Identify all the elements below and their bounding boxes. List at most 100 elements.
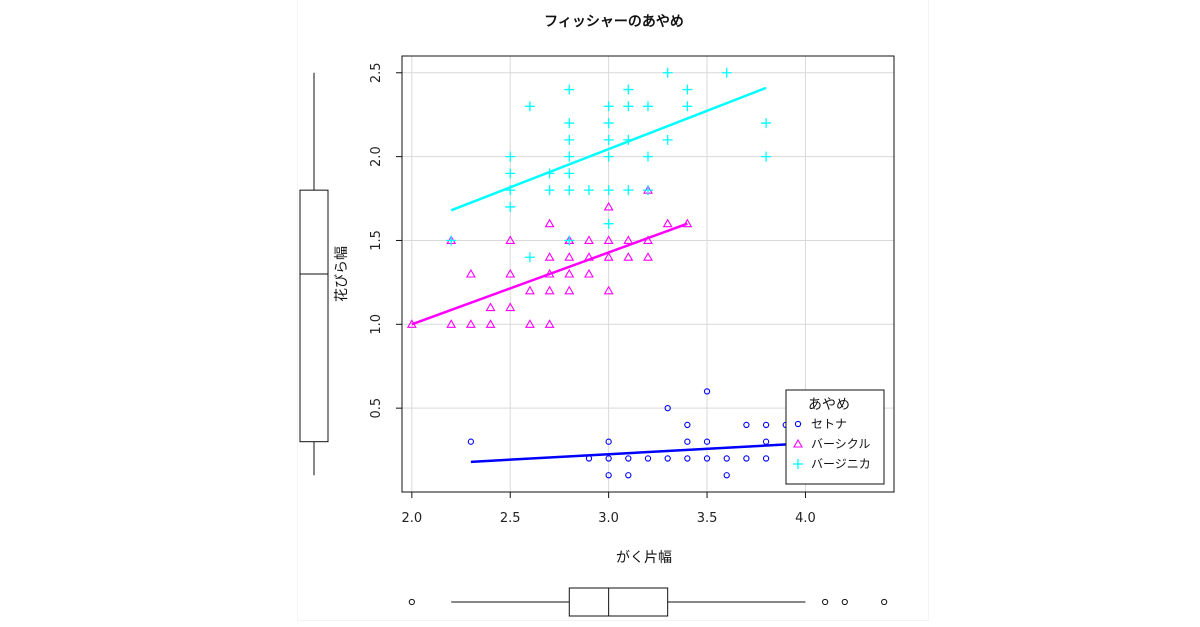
data-point [703, 455, 711, 462]
data-point [605, 438, 612, 445]
regression-line [450, 86, 767, 212]
x-tick-label: 2.0 [401, 511, 422, 526]
data-point [524, 285, 535, 295]
data-point [682, 101, 693, 112]
data-point [623, 252, 634, 261]
data-point [544, 252, 555, 261]
data-point [406, 319, 417, 328]
data-point [723, 455, 730, 462]
data-point [664, 455, 671, 462]
data-point [505, 302, 516, 312]
data-point [524, 252, 535, 263]
data-point [524, 319, 535, 328]
data-point [564, 151, 575, 162]
data-point [485, 319, 496, 328]
data-point [485, 302, 496, 312]
data-point [603, 101, 614, 112]
y-tick-label: 2.5 [369, 62, 384, 83]
data-point [664, 405, 671, 412]
x-tick-label: 4.0 [795, 511, 816, 526]
legend-entry: セトナ [811, 417, 847, 431]
data-point [643, 185, 653, 196]
legend-marker [793, 438, 803, 448]
data-point [505, 268, 516, 278]
data-point [623, 235, 634, 245]
data-point [743, 421, 750, 429]
data-point [662, 67, 673, 78]
data-point [603, 134, 614, 145]
data-point [505, 151, 516, 162]
x-tick-label: 3.0 [598, 511, 619, 526]
data-point [524, 101, 535, 112]
data-point [564, 84, 575, 95]
data-point [643, 151, 653, 162]
data-point [446, 319, 457, 328]
data-point [644, 455, 652, 462]
data-point [583, 185, 594, 196]
legend-entry: バージニカ [811, 457, 871, 471]
data-point [564, 168, 575, 179]
data-point [605, 472, 612, 479]
data-point [585, 455, 593, 462]
x-boxplot-outlier [822, 598, 829, 606]
y-tick-label: 0.5 [369, 398, 384, 419]
data-point [662, 134, 673, 145]
data-point [603, 201, 614, 211]
data-point [603, 185, 614, 196]
data-point [623, 84, 634, 95]
data-point [505, 168, 516, 179]
data-point [465, 319, 476, 328]
data-point [467, 438, 475, 445]
data-point [625, 472, 632, 479]
data-point [564, 268, 575, 278]
data-point [603, 285, 614, 295]
data-point [564, 285, 575, 295]
data-point [762, 438, 770, 445]
data-point [564, 118, 575, 129]
data-point [684, 438, 691, 445]
scatter-chart: フィッシャーのあやめ 0.5 1.0 1.5 2.0 2.5 2.0 2.5 3.0 3.5 4… [299, 14, 895, 617]
data-point [603, 252, 614, 261]
x-axis-label: がく片幅 [616, 550, 672, 566]
data-point [743, 455, 750, 462]
data-point [682, 218, 693, 228]
data-point [703, 388, 711, 395]
legend-marker [793, 459, 803, 469]
y-tick-label: 1.5 [369, 230, 384, 251]
data-point [564, 235, 575, 246]
data-point [762, 455, 770, 462]
regression-line [470, 442, 806, 464]
x-boxplot-outlier [881, 598, 888, 606]
data-point [603, 235, 614, 245]
y-tick-label: 2.0 [369, 146, 384, 167]
data-point [544, 168, 555, 179]
data-point [643, 235, 653, 245]
legend-marker [794, 420, 802, 428]
data-point [465, 268, 476, 278]
data-point [603, 151, 614, 162]
data-point [584, 235, 594, 245]
x-tick-label: 3.5 [697, 511, 718, 526]
data-point [544, 268, 555, 278]
data-point [605, 455, 612, 462]
data-point [584, 252, 594, 261]
data-point [721, 67, 732, 78]
data-point [643, 252, 653, 261]
data-point [564, 134, 575, 145]
data-point [684, 421, 691, 429]
data-point [623, 101, 634, 112]
legend-entry: バーシクル [811, 437, 870, 451]
data-point [564, 252, 575, 261]
plot-area [401, 55, 895, 493]
x-boxplot-outlier [841, 598, 848, 606]
data-point [603, 218, 614, 229]
y-axis-label: 花びら幅 [334, 246, 350, 302]
data-point [723, 472, 730, 479]
data-point [544, 285, 555, 295]
data-point [662, 218, 673, 228]
y-tick-label: 1.0 [369, 314, 384, 335]
data-point [505, 201, 516, 212]
data-point [761, 118, 772, 129]
data-point [684, 455, 691, 462]
